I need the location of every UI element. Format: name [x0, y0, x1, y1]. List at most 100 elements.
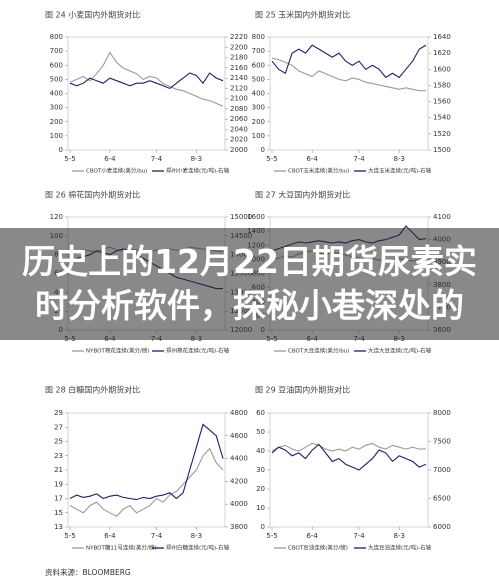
y2-tick-label: 2100 [230, 95, 248, 103]
y-tick-label: 0 [59, 146, 63, 154]
y2-tick-label: 1600 [433, 65, 451, 73]
y-tick-label: 27 [54, 423, 63, 431]
y-tick-label: 1600 [247, 213, 265, 221]
x-tick-label: 5-5 [266, 155, 277, 163]
y2-tick-label: 4400 [230, 455, 248, 463]
source-note: 资料来源：BLOOMBERG [45, 567, 131, 577]
chart-title: 图 28 白糖国内外期货对比 [45, 385, 140, 395]
y-tick-label: 200 [252, 118, 265, 126]
y2-tick-label: 1500 [433, 146, 451, 154]
y2-tick-label: 15000 [230, 213, 252, 221]
banner-line: 时分析软件，探秘小巷深处的 [35, 286, 464, 325]
y2-tick-label: 7000 [433, 466, 451, 474]
y-tick-label: 700 [252, 47, 265, 55]
series-line [69, 72, 224, 90]
y-tick-label: 17 [54, 495, 63, 503]
y-tick-label: 400 [252, 90, 265, 98]
x-tick-label: 8-3 [191, 155, 202, 163]
y-tick-label: 600 [252, 61, 265, 69]
y-tick-label: 100 [50, 132, 63, 140]
chart-title: 图 27 大豆国内外期货对比 [255, 190, 350, 200]
y2-tick-label: 4100 [433, 213, 451, 221]
y-tick-label: 20 [256, 485, 265, 493]
x-tick-label: 6-4 [306, 532, 318, 540]
plot-frame [269, 36, 429, 151]
y2-tick-label: 1540 [433, 114, 451, 122]
y2-tick-label: 2120 [230, 84, 248, 92]
x-tick-label: 6-4 [104, 532, 116, 540]
y-tick-label: 300 [50, 104, 63, 112]
legend-label: CBOT大豆连续(美分/bu) [288, 347, 349, 355]
y-tick-label: 200 [50, 118, 63, 126]
y2-tick-label: 1620 [433, 49, 451, 57]
y2-tick-label: 2020 [230, 136, 248, 144]
y2-tick-label: 2000 [230, 146, 248, 154]
plot-frame [269, 412, 429, 528]
legend-label: NYBOT棉花连续(美分/磅) [86, 347, 149, 355]
y2-tick-label: 2220 [230, 33, 248, 41]
y2-tick-label: 2140 [230, 74, 248, 82]
x-tick-label: 5-5 [64, 155, 75, 163]
y2-tick-label: 3800 [230, 523, 248, 531]
y2-tick-label: 4800 [230, 409, 248, 417]
y-tick-label: 100 [252, 132, 265, 140]
legend-label: CBOT小麦连续(美分/bu) [86, 167, 147, 175]
y-tick-label: 500 [252, 75, 265, 83]
x-tick-label: 8-3 [191, 532, 202, 540]
y2-tick-label: 6000 [433, 523, 451, 531]
x-tick-label: 7-4 [353, 155, 365, 163]
y-tick-label: 29 [54, 409, 63, 417]
y2-tick-label: 4000 [230, 500, 248, 508]
y2-tick-label: 1560 [433, 98, 451, 106]
y2-tick-label: 2160 [230, 64, 248, 72]
x-tick-label: 6-4 [104, 155, 116, 163]
y2-tick-label: 1640 [433, 33, 451, 41]
legend-label: 郑州棉花连续(元/吨)-右轴 [166, 347, 230, 355]
y-tick-label: 700 [50, 47, 63, 55]
series-line [69, 447, 224, 517]
y-tick-label: 15 [54, 509, 63, 517]
y2-tick-label: 2080 [230, 105, 248, 113]
y-tick-label: 300 [252, 104, 265, 112]
y-tick-label: 10 [256, 504, 265, 512]
legend-label: 大连豆油连续(元/吨)-右轴 [368, 544, 432, 552]
legend-label: 郑州小麦连续(元/吨)-右轴 [166, 167, 230, 175]
y-tick-label: 0 [261, 523, 265, 531]
y-tick-label: 500 [50, 75, 63, 83]
x-tick-label: 5-5 [266, 532, 277, 540]
y-tick-label: 800 [252, 33, 265, 41]
y-tick-label: 19 [54, 480, 63, 488]
x-tick-label: 5-5 [64, 532, 75, 540]
series-line [271, 44, 427, 79]
x-tick-label: 7-4 [151, 532, 163, 540]
legend-label: 郑州白糖连续(元/吨)-右轴 [166, 544, 230, 552]
y2-tick-label: 4200 [230, 477, 248, 485]
series-line [69, 51, 224, 107]
y2-tick-label: 2200 [230, 43, 248, 51]
legend-label: 大连大豆连续(元/吨)-右轴 [368, 347, 432, 355]
y-tick-label: 25 [54, 438, 63, 446]
y-tick-label: 600 [50, 61, 63, 69]
y-tick-label: 0 [261, 146, 265, 154]
y-tick-label: 23 [54, 452, 63, 460]
x-tick-label: 7-4 [151, 155, 163, 163]
y2-tick-label: 2040 [230, 125, 248, 133]
y2-tick-label: 2060 [230, 115, 248, 123]
y-tick-label: 400 [50, 90, 63, 98]
x-tick-label: 6-4 [306, 155, 318, 163]
y-tick-label: 800 [50, 33, 63, 41]
chart-title: 图 26 棉花国内外期货对比 [45, 190, 140, 200]
chart-title: 图 25 玉米国内外期货对比 [255, 10, 350, 20]
y-tick-label: 13 [54, 523, 63, 531]
chart-title: 图 24 小麦国内外期货对比 [45, 10, 140, 20]
y-tick-label: 60 [256, 409, 265, 417]
y2-tick-label: 1520 [433, 130, 451, 138]
x-tick-label: 8-3 [393, 155, 404, 163]
y2-tick-label: 4600 [230, 432, 248, 440]
legend-label: 大连玉米连续(元/吨)-右轴 [368, 167, 432, 175]
x-tick-label: 7-4 [353, 532, 365, 540]
chart-title: 图 29 豆油国内外期货对比 [255, 385, 350, 395]
y-tick-label: 21 [54, 466, 63, 474]
series-line [271, 442, 426, 452]
y-tick-label: 120 [50, 213, 63, 221]
